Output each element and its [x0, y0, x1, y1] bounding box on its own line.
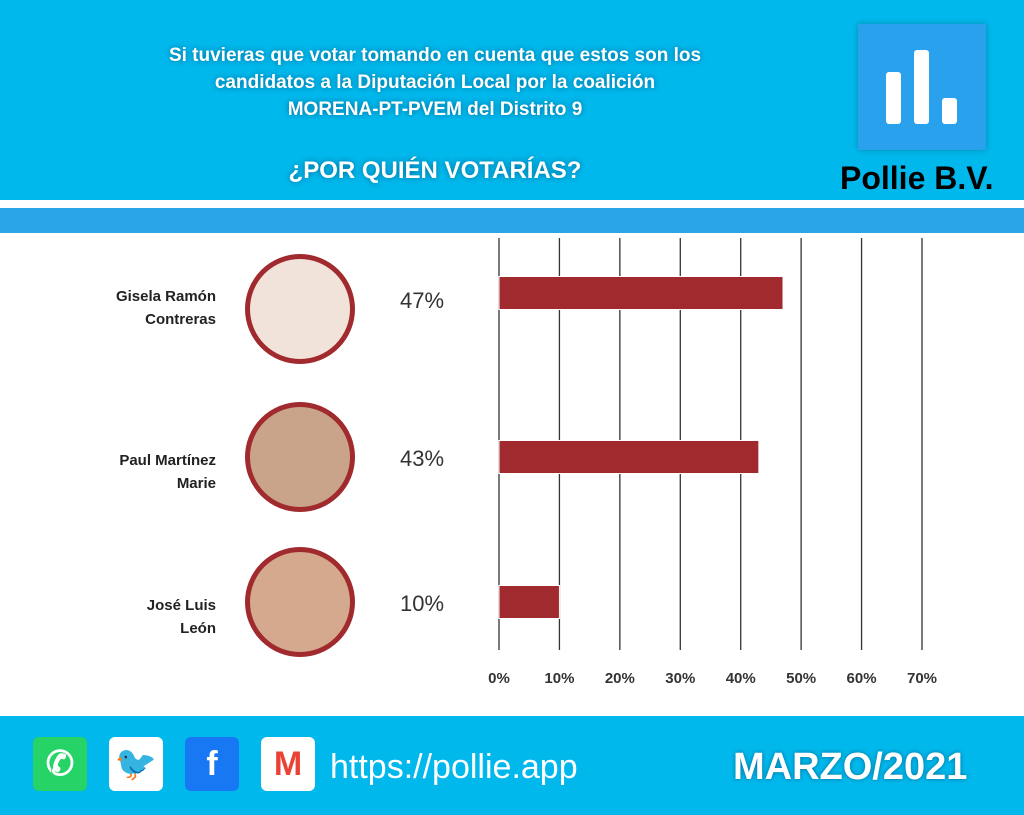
candidate-name: José Luis León — [60, 594, 216, 640]
x-tick-label: 0% — [488, 670, 510, 687]
candidate-photo — [245, 402, 355, 512]
name-line: Marie — [176, 475, 216, 492]
name-line: Gisela Ramón — [115, 288, 216, 305]
name-line: Paul Martínez — [119, 452, 216, 469]
question-line: MORENA-PT-PVEM del Distrito 9 — [287, 99, 583, 120]
date: MARZO/2021 — [733, 746, 968, 788]
x-tick-label: 30% — [665, 670, 695, 687]
gmail-icon[interactable]: M — [261, 737, 315, 791]
x-tick-label: 10% — [544, 670, 574, 687]
subtitle: ¿POR QUIÉN VOTARÍAS? — [288, 157, 582, 184]
facebook-icon[interactable]: f — [185, 737, 239, 791]
header: Si tuvieras que votar tomando en cuenta … — [0, 0, 1024, 200]
website-link[interactable]: https://pollie.app — [330, 748, 578, 786]
bar — [498, 276, 784, 310]
footer — [0, 716, 1024, 815]
x-tick-label: 60% — [847, 670, 877, 687]
candidate-photo — [245, 547, 355, 657]
data-label: 10% — [400, 591, 445, 616]
candidate-photo — [245, 254, 355, 364]
candidate-name: Gisela Ramón Contreras — [60, 285, 216, 331]
candidate-name: Paul Martínez Marie — [60, 449, 216, 495]
name-line: León — [180, 620, 216, 637]
x-tick-label: 50% — [786, 670, 816, 687]
brand-name: Pollie B.V. — [840, 160, 994, 196]
divider-band — [0, 208, 1024, 233]
data-label: 47% — [400, 288, 445, 313]
name-line: Contreras — [145, 311, 216, 328]
name-line: José Luis — [146, 597, 216, 614]
question-line: Si tuvieras que votar tomando en cuenta … — [168, 45, 702, 66]
twitter-icon[interactable]: 🐦 — [109, 737, 163, 791]
whatsapp-icon[interactable]: ✆ — [33, 737, 87, 791]
data-label: 43% — [400, 446, 445, 471]
x-tick-label: 20% — [605, 670, 635, 687]
bar — [498, 585, 560, 619]
question-line: candidatos a la Diputación Local por la … — [214, 72, 656, 93]
x-tick-label: 70% — [907, 670, 937, 687]
x-tick-label: 40% — [726, 670, 756, 687]
question: Si tuvieras que votar tomando en cuenta … — [100, 42, 770, 123]
bar — [498, 440, 760, 474]
bar-chart-logo-icon — [858, 24, 986, 150]
